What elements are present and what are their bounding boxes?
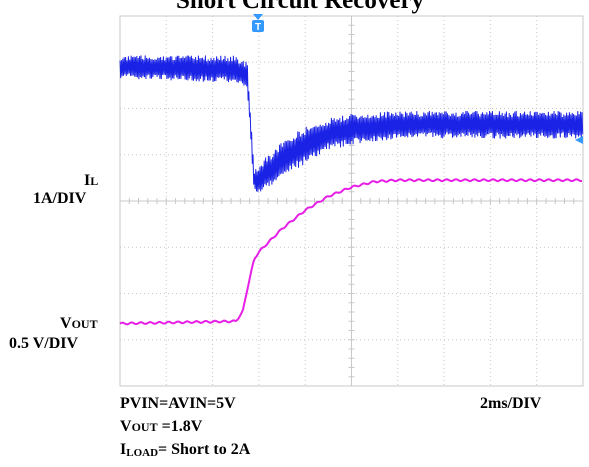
ground-marker xyxy=(575,136,583,144)
graticule xyxy=(119,15,584,387)
il-scale: 1A/DIV xyxy=(33,190,87,207)
vout-label: VOUT xyxy=(60,315,98,332)
vout-trace xyxy=(119,178,582,326)
il-trace xyxy=(119,55,584,192)
il-label: IL xyxy=(84,172,99,189)
trigger-marker: T xyxy=(252,14,264,33)
chart-title: Short Circuit Recovery xyxy=(175,0,425,14)
trigger-box xyxy=(252,20,264,32)
trigger-label: T xyxy=(255,22,261,33)
trigger-arrow xyxy=(253,14,263,20)
condition-pvin: PVIN=AVIN=5V xyxy=(120,395,236,412)
vout-scale: 0.5 V/DIV xyxy=(9,335,79,352)
condition-iload: ILOAD= Short to 2A xyxy=(120,441,251,459)
condition-vout: VOUT =1.8V xyxy=(120,418,203,435)
time-scale: 2ms/DIV xyxy=(480,395,542,412)
